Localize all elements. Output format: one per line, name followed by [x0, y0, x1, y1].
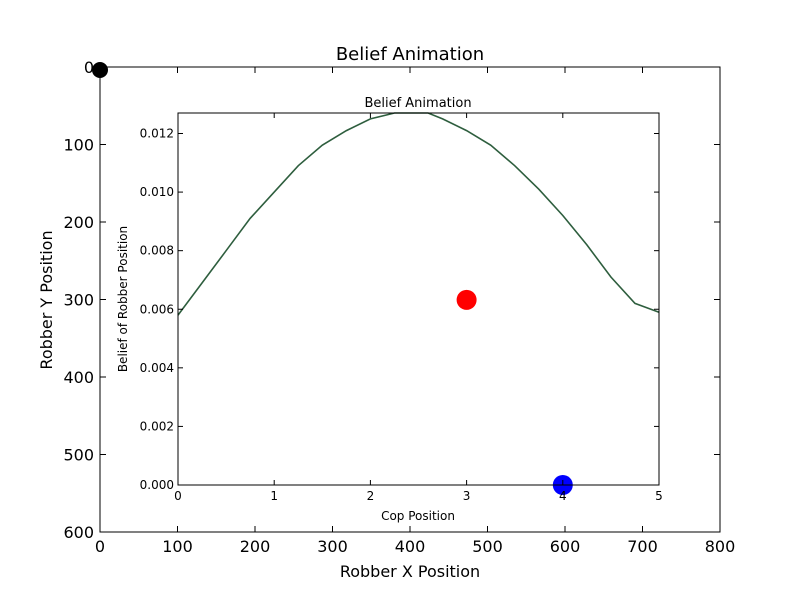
inner-ticks: 0 1 2 3 4 5 0.000 0.002 0.004 0.006 0.008 0.010 0.01… — [140, 113, 663, 503]
outer-x-tick-label: 500 — [472, 537, 503, 556]
outer-y-tick-label: 600 — [63, 523, 94, 542]
outer-y-tick-label: 500 — [63, 446, 94, 465]
inner-plot-frame — [177, 112, 660, 486]
outer-chart: Belief Animation 0 100 200 300 400 500 600 700 8… — [37, 44, 735, 581]
inner-y-label: Belief of Robber Position — [116, 226, 130, 372]
outer-x-tick-label: 400 — [395, 537, 426, 556]
inner-x-tick-label: 1 — [270, 489, 278, 503]
inner-y-tick-label: 0.006 — [140, 302, 174, 316]
inner-x-label: Cop Position — [381, 509, 455, 523]
outer-x-tick-label: 600 — [550, 537, 581, 556]
outer-y-tick-label: 200 — [63, 213, 94, 232]
inner-y-tick-label: 0.010 — [140, 185, 174, 199]
inner-y-tick-label: 0.000 — [140, 478, 174, 492]
inner-x-tick-label: 5 — [655, 489, 663, 503]
inner-y-tick-label: 0.004 — [140, 361, 174, 375]
inner-x-tick-label: 2 — [367, 489, 375, 503]
outer-plot-frame — [99, 66, 721, 533]
outer-title: Belief Animation — [336, 44, 484, 65]
outer-y-label: Robber Y Position — [37, 230, 56, 369]
outer-x-tick-label: 0 — [95, 537, 105, 556]
outer-ticks: 0 100 200 300 400 500 600 700 800010020030040050… — [63, 58, 735, 556]
outer-y-tick-label: 0 — [84, 58, 94, 77]
outer-x-tick-label: 100 — [162, 537, 193, 556]
inner-title: Belief Animation — [364, 96, 471, 111]
inner-y-tick-label: 0.002 — [140, 419, 174, 433]
outer-x-tick-label: 200 — [240, 537, 271, 556]
outer-x-tick-label: 700 — [627, 537, 658, 556]
inner-x-tick-label: 3 — [463, 489, 471, 503]
outer-y-tick-label: 300 — [63, 291, 94, 310]
outer-x-tick-label: 800 — [705, 537, 736, 556]
outer-x-tick-label: 300 — [317, 537, 348, 556]
outer-y-tick-label: 100 — [63, 136, 94, 155]
outer-y-tick-label: 400 — [63, 368, 94, 387]
inner-chart: Belief Animation 0 1 2 3 4 5 0.000 0.002 0.004 0.… — [116, 96, 663, 523]
inner-data-point — [456, 289, 477, 310]
outer-x-label: Robber X Position — [340, 562, 480, 581]
inner-y-tick-label: 0.008 — [140, 244, 174, 258]
inner-y-tick-label: 0.012 — [140, 127, 174, 141]
inner-x-tick-label: 0 — [174, 489, 182, 503]
inner-x-tick-label: 4 — [559, 489, 567, 503]
inner-plot-background — [178, 113, 659, 485]
